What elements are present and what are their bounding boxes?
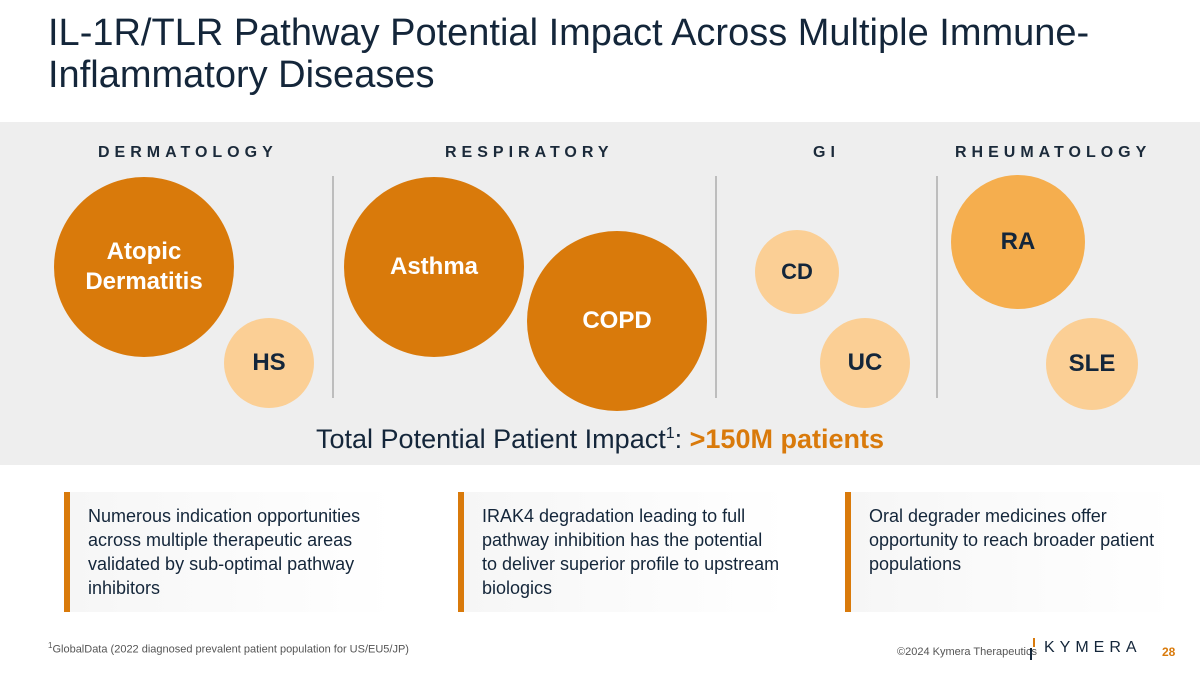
bubble-label: RA [1000,228,1036,255]
bubble-cd: CD [755,230,839,314]
category-gi: GI [813,144,840,161]
logo-mark-icon [1030,638,1035,660]
insight-card: Oral degrader medicines offer opportunit… [845,492,1175,612]
card-text: IRAK4 degradation leading to full pathwa… [482,506,780,598]
category-rheumatology: RHEUMATOLOGY [955,144,1152,161]
bubble-uc: UC [820,318,910,408]
bubble-label: Atopic Dermatitis [85,238,203,295]
copyright: ©2024 Kymera Therapeutics [897,646,1037,658]
total-label: Total Potential Patient Impact [316,424,666,454]
slide-title: IL-1R/TLR Pathway Potential Impact Acros… [48,12,1090,96]
total-value: >150M patients [689,424,884,454]
card-accent-bar [64,492,70,612]
card-text: Numerous indication opportunities across… [88,506,361,598]
bubble-copd: COPD [527,231,707,411]
logo-text: KYMERA [1044,639,1142,656]
bubble-label: HS [252,349,286,376]
bubble-label: UC [847,349,883,376]
card-text: Oral degrader medicines offer opportunit… [869,506,1155,574]
total-colon: : [674,424,690,454]
category-divider [715,176,717,398]
bubble-label: SLE [1068,350,1116,377]
footnote-text: GlobalData (2022 diagnosed prevalent pat… [52,643,409,656]
card-accent-bar [845,492,851,612]
bubble-atopic-dermatitis: Atopic Dermatitis [54,177,234,357]
insight-card: IRAK4 degradation leading to full pathwa… [458,492,788,612]
bubble-label: CD [781,259,813,285]
insight-card: Numerous indication opportunities across… [64,492,394,612]
card-accent-bar [458,492,464,612]
bubble-label: Asthma [389,253,479,280]
footnote-mark: 1 [48,641,53,650]
kymera-logo: KYMERA [1030,636,1150,662]
footnote: 1GlobalData (2022 diagnosed prevalent pa… [48,641,409,656]
bubble-ra: RA [951,175,1085,309]
category-divider [936,176,938,398]
bubble-asthma: Asthma [344,177,524,357]
footnote-mark: 1 [665,425,675,442]
bubble-label: COPD [582,307,652,334]
category-dermatology: DERMATOLOGY [98,144,278,161]
total-patient-impact: Total Potential Patient Impact1: >150M p… [0,424,1200,455]
bubble-hs: HS [224,318,314,408]
page-number: 28 [1162,645,1176,659]
bubble-sle: SLE [1046,318,1138,410]
category-respiratory: RESPIRATORY [445,144,614,161]
category-divider [332,176,334,398]
